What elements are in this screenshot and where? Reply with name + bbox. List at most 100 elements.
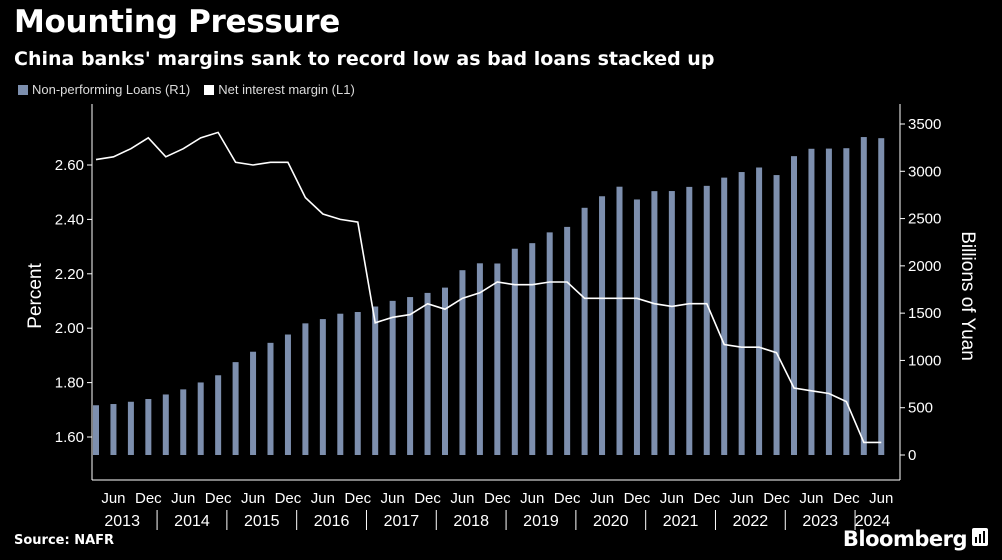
chart-subtitle: China banks' margins sank to record low … (14, 48, 715, 70)
x-year-label: 2022 (733, 513, 769, 530)
source-note: Source: NAFR (14, 533, 115, 548)
x-month-label: Dec (554, 490, 581, 507)
x-month-label: Dec (624, 490, 651, 507)
bloomberg-chart-icon (972, 527, 988, 551)
npl-bar (756, 167, 763, 455)
x-month-label: Jun (520, 490, 544, 507)
x-month-label: Jun (660, 490, 684, 507)
npl-bar (407, 297, 414, 455)
x-month-label: Jun (101, 490, 125, 507)
left-tick-label: 1.80 (55, 375, 84, 392)
x-month-label: Jun (241, 490, 265, 507)
legend: Non-performing Loans (R1) Net interest m… (18, 82, 369, 97)
x-year-label: 2016 (314, 513, 350, 530)
npl-bar (686, 186, 693, 455)
npl-bar (511, 248, 518, 455)
x-month-label: Jun (869, 490, 893, 507)
left-tick-label: 2.60 (55, 157, 84, 174)
npl-bar (651, 191, 658, 455)
npl-bar (529, 243, 536, 455)
legend-swatch-npl (18, 84, 28, 95)
npl-bar (267, 342, 274, 455)
npl-bar (599, 196, 606, 456)
left-tick-label: 2.40 (55, 211, 84, 228)
nim-line (95, 131, 882, 444)
x-year-label: 2023 (802, 513, 838, 530)
left-tick-label: 1.60 (55, 429, 84, 446)
right-tick-label: 2500 (908, 211, 941, 228)
npl-bar (337, 313, 344, 455)
npl-bar (616, 186, 623, 455)
npl-bar (424, 292, 431, 455)
right-tick-label: 0 (908, 447, 916, 464)
legend-item-nim: Net interest margin (L1) (204, 82, 355, 97)
npl-bar (738, 172, 745, 455)
npl-bar (180, 389, 187, 455)
npl-bar (284, 334, 291, 455)
npl-bar (494, 263, 501, 455)
npl-bar (459, 270, 466, 455)
npl-bar (127, 401, 134, 455)
npl-bar (372, 306, 379, 455)
npl-bar (668, 191, 675, 455)
npl-bar (110, 404, 117, 455)
x-month-label: Dec (484, 490, 511, 507)
x-month-label: Jun (311, 490, 335, 507)
npl-bar (302, 323, 309, 455)
x-month-label: Dec (344, 490, 371, 507)
legend-swatch-nim (204, 84, 215, 95)
npl-bar (215, 375, 222, 455)
legend-label-nim: Net interest margin (L1) (218, 82, 355, 97)
npl-bar (581, 207, 588, 455)
npl-bar (162, 394, 169, 455)
left-axis-title: Percent (25, 263, 46, 329)
x-year-label: 2014 (174, 513, 210, 530)
x-year-label: 2013 (104, 513, 140, 530)
npl-bar (878, 138, 885, 455)
npl-bar (721, 177, 728, 455)
left-tick-label: 2.20 (55, 266, 84, 283)
x-month-label: Jun (450, 490, 474, 507)
chart-title: Mounting Pressure (14, 4, 341, 40)
x-month-label: Jun (730, 490, 754, 507)
x-month-label: Dec (833, 490, 860, 507)
right-tick-label: 1500 (908, 305, 941, 322)
right-tick-label: 1000 (908, 352, 941, 369)
npl-bar (546, 232, 553, 455)
npl-bar (860, 137, 867, 456)
npl-bar (773, 175, 780, 455)
npl-bar (250, 351, 257, 455)
x-year-label: 2019 (523, 513, 559, 530)
x-month-label: Jun (590, 490, 614, 507)
npl-bar (791, 156, 797, 455)
npl-bar (703, 185, 710, 455)
npl-bar (232, 362, 239, 455)
right-tick-label: 3500 (908, 116, 941, 133)
brand-name: Bloomberg (842, 527, 968, 551)
npl-bar (93, 405, 99, 455)
npl-bar (389, 300, 396, 455)
npl-bar (354, 312, 361, 455)
left-tick-label: 2.00 (55, 320, 84, 337)
npl-bar (197, 382, 204, 455)
npl-bar (633, 199, 640, 455)
npl-bar (564, 226, 571, 455)
x-year-label: 2017 (384, 513, 420, 530)
npl-bar (442, 287, 448, 455)
npl-bar (476, 263, 483, 455)
npl-bar (319, 319, 326, 455)
legend-label-npl: Non-performing Loans (R1) (32, 82, 191, 97)
legend-item-npl: Non-performing Loans (R1) (18, 82, 190, 97)
x-year-label: 2018 (453, 513, 489, 530)
x-year-label: 2024 (855, 513, 891, 530)
x-month-label: Dec (135, 490, 162, 507)
x-year-label: 2021 (663, 513, 699, 530)
npl-bar (808, 148, 815, 455)
x-month-label: Dec (763, 490, 790, 507)
npl-bar (825, 148, 832, 456)
x-month-label: Dec (205, 490, 232, 507)
x-month-label: Jun (381, 490, 405, 507)
x-year-label: 2015 (244, 513, 280, 530)
bloomberg-logo: Bloomberg (843, 527, 988, 551)
